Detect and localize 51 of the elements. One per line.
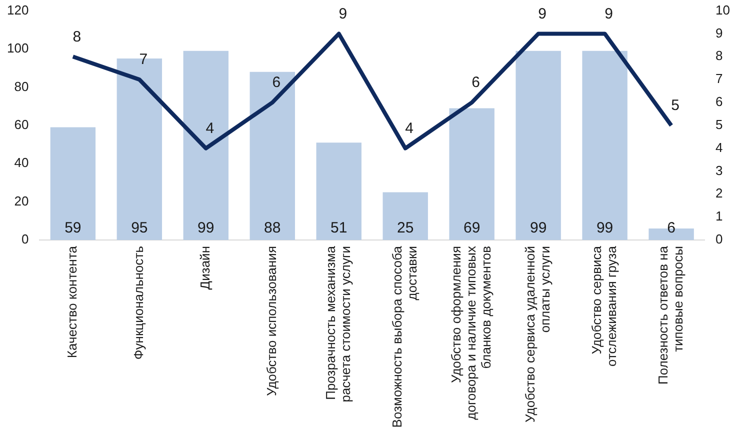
- bar: [183, 50, 229, 240]
- data-label: 88: [264, 220, 281, 237]
- data-label: 9: [604, 5, 613, 22]
- y-tick-label: 80: [14, 78, 29, 94]
- data-label: 25: [397, 220, 414, 237]
- y-tick-label: 40: [14, 155, 29, 170]
- data-label: 8: [72, 28, 82, 46]
- data-label: 6: [272, 74, 281, 92]
- data-label: 69: [464, 220, 480, 237]
- data-label: 6: [667, 220, 676, 237]
- data-label: 9: [338, 5, 348, 22]
- data-label: 6: [472, 74, 480, 92]
- y-tick-label: 120: [6, 2, 29, 18]
- x-tick-label: Удобство использования: [264, 246, 279, 396]
- y-tick-label: 0: [21, 232, 29, 247]
- data-label: 51: [330, 220, 348, 237]
- data-label: 95: [131, 220, 148, 237]
- y2-tick-label: 1: [716, 208, 723, 224]
- data-label: 9: [538, 5, 546, 22]
- data-label: 7: [139, 51, 148, 68]
- y2-tick-label: 9: [716, 25, 723, 40]
- y2-tick-label: 6: [716, 94, 723, 110]
- bar: [582, 50, 628, 240]
- bar: [316, 142, 362, 240]
- y2-tick-label: 5: [716, 116, 723, 132]
- bar: [382, 192, 428, 240]
- y2-tick-label: 3: [716, 162, 723, 178]
- y2-tick-label: 4: [716, 140, 723, 155]
- bar: [449, 108, 494, 240]
- x-tick-label: Функциональность: [130, 246, 146, 360]
- y-tick-label: 20: [14, 193, 29, 208]
- x-tick-label: Прозрачность механизма расчета стоимости услуги: [322, 245, 353, 402]
- data-label: 99: [198, 220, 214, 237]
- bar: [50, 127, 96, 240]
- x-tick-label: Качество контента: [64, 245, 80, 358]
- data-label: 59: [64, 220, 82, 237]
- data-label: 4: [405, 120, 414, 137]
- x-tick-label: Дизайн: [197, 246, 212, 290]
- y2-tick-label: 2: [716, 186, 723, 201]
- y-tick-label: 60: [14, 116, 29, 132]
- y2-tick-label: 0: [716, 232, 723, 247]
- y2-tick-label: 10: [716, 2, 730, 18]
- y-tick-label: 100: [6, 40, 29, 56]
- data-label: 4: [206, 120, 214, 137]
- y2-tick-label: 8: [716, 48, 723, 64]
- data-label: 5: [671, 97, 680, 114]
- bar: [250, 72, 295, 240]
- y2-tick-label: 7: [716, 71, 723, 86]
- bar: [516, 50, 561, 240]
- data-label: 99: [530, 220, 547, 237]
- data-label: 99: [596, 220, 614, 237]
